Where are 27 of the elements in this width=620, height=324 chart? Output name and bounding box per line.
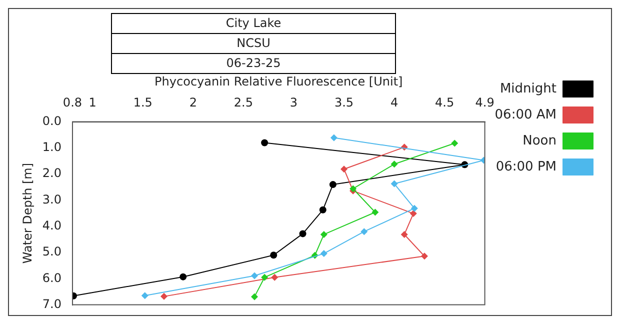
- y-tick-label: 4.0: [42, 218, 62, 232]
- x-tick-label: 4.9: [475, 96, 494, 110]
- y-tick-label: 6.0: [42, 270, 62, 285]
- legend-label: Noon: [522, 133, 556, 148]
- x-axis-title: Phycocyanin Relative Fluorescence [Unit]: [154, 74, 403, 88]
- legend-label: 06:00 PM: [496, 159, 556, 174]
- x-tick-label: 3.5: [334, 96, 354, 110]
- legend-label: Midnight: [500, 81, 556, 96]
- x-tick-label: 1.5: [133, 96, 152, 110]
- y-axis-title: Water Depth [m]: [20, 162, 34, 264]
- y-tick-label: 7.0: [42, 296, 62, 311]
- y-tick-label: 0.0: [42, 114, 62, 128]
- chart-title: City Lake: [111, 13, 396, 34]
- legend-label: 06:00 AM: [494, 107, 556, 122]
- x-tick-label: 0.8: [62, 96, 82, 110]
- y-tick-label: 5.0: [42, 244, 62, 259]
- x-tick-label: 2: [189, 96, 197, 110]
- chart-subtitle: NCSU: [111, 34, 396, 54]
- text: 06-23-25: [111, 54, 396, 74]
- x-tick-label: 1: [88, 96, 96, 110]
- y-tick-label: 1.0: [42, 140, 62, 154]
- x-tick-label: 2.5: [234, 96, 253, 110]
- y-tick-label: 3.0: [42, 192, 62, 206]
- y-tick-label: 2.0: [42, 166, 62, 180]
- x-tick-label: 4.5: [435, 96, 454, 110]
- x-tick-label: 3: [290, 96, 298, 110]
- x-tick-label: 4: [390, 96, 398, 110]
